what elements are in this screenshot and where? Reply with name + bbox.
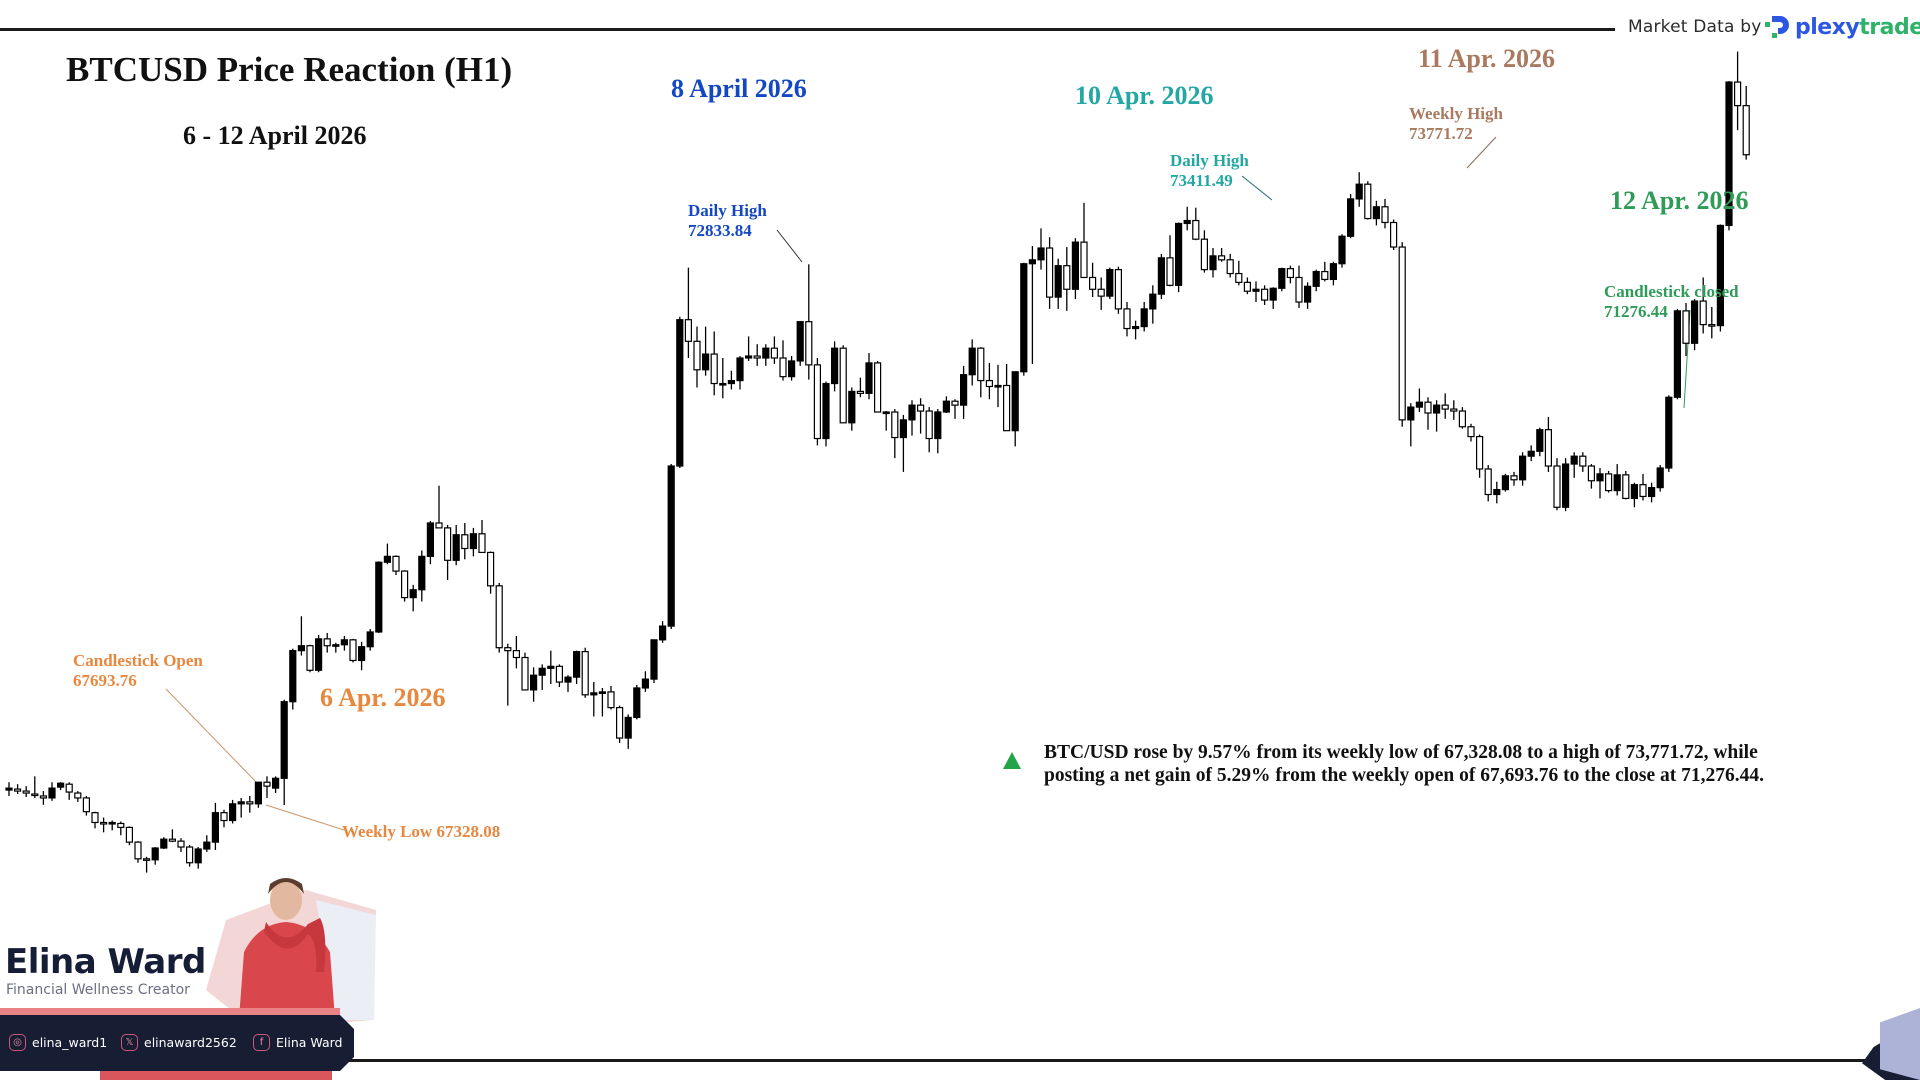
social-bar (0, 1015, 354, 1071)
instagram-icon: ◎ (9, 1034, 26, 1051)
annotation-connectors (165, 136, 1691, 831)
social-instagram[interactable]: ◎ elina_ward1 (9, 1034, 107, 1051)
chart-title: BTCUSD Price Reaction (H1) (66, 50, 513, 89)
chart-subtitle: 6 - 12 April 2026 (183, 121, 367, 150)
plexytrade-wordmark: plexytrade (1795, 14, 1920, 40)
day-label-11-apr: 11 Apr. 2026 (1418, 44, 1556, 73)
decor-band (100, 1071, 332, 1080)
market-data-label: Market Data by (1628, 17, 1762, 37)
annotation-candle-closed: Candlestick closed 71276.44 (1604, 282, 1739, 321)
plexytrade-logo-icon (1765, 16, 1789, 38)
summary-text: BTC/USD rose by 9.57% from its weekly lo… (1044, 742, 1765, 786)
day-label-10-apr: 10 Apr. 2026 (1075, 81, 1214, 110)
annotation-weekly-low: Weekly Low 67328.08 (342, 822, 501, 841)
social-facebook[interactable]: f Elina Ward (253, 1034, 342, 1051)
candles (5, 51, 1750, 873)
day-label-6-apr: 6 Apr. 2026 (320, 683, 446, 712)
bottom-divider (340, 1059, 1870, 1062)
creator-name: Elina Ward (5, 942, 206, 982)
annotation-candle-open: Candlestick Open 67693.76 (73, 651, 203, 690)
day-label-12-apr: 12 Apr. 2026 (1610, 186, 1749, 215)
social-x[interactable]: 𝕏 elinaward2562 (121, 1034, 237, 1051)
annotation-daily-high-10-apr: Daily High 73411.49 (1170, 151, 1249, 190)
annotation-weekly-high: Weekly High 73771.72 (1409, 104, 1503, 143)
decor-band (0, 1008, 340, 1016)
day-label-8-apr: 8 April 2026 (671, 74, 807, 103)
creator-role: Financial Wellness Creator (6, 982, 190, 998)
annotation-daily-high-8-apr: Daily High 72833.84 (688, 201, 767, 240)
x-icon: 𝕏 (121, 1034, 138, 1051)
top-divider (0, 28, 1615, 31)
up-triangle-icon (1003, 752, 1021, 769)
plexytrade-logo: plexytrade (1765, 14, 1920, 40)
facebook-icon: f (253, 1034, 270, 1051)
